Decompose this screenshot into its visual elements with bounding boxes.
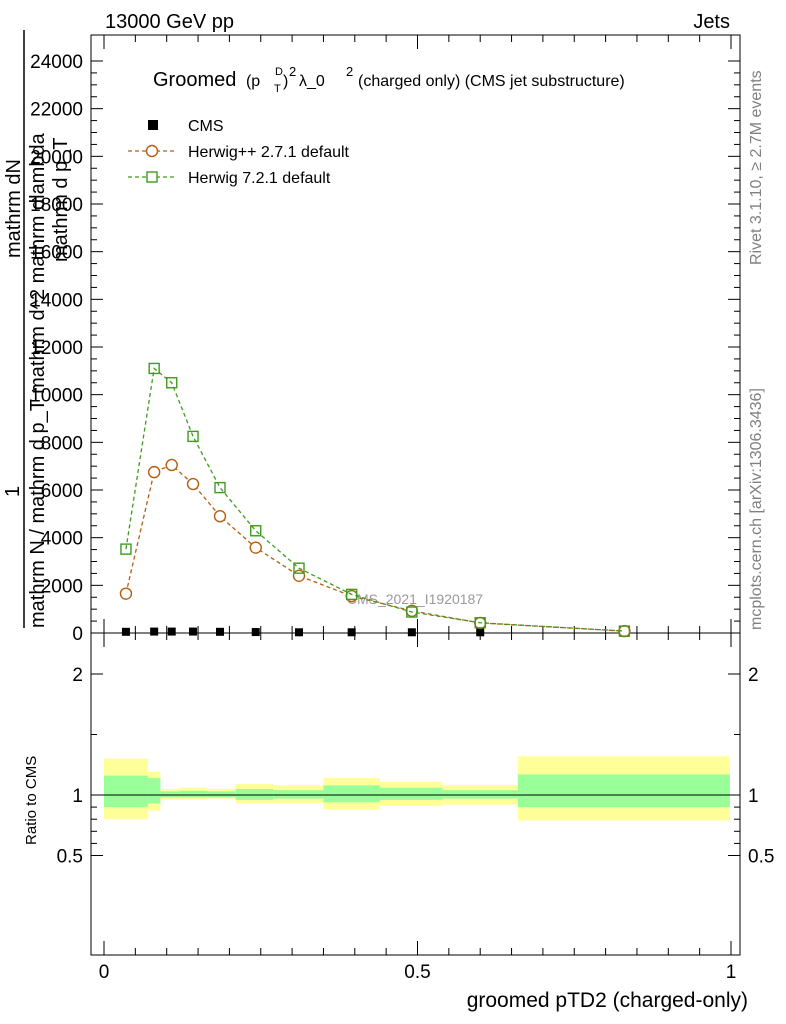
main-tick-label-7: 14000 bbox=[30, 290, 83, 311]
rivet-label: Rivet 3.1.10, ≥ 2.7M events bbox=[748, 70, 765, 265]
herwig7-point-9 bbox=[474, 617, 486, 629]
x-tick-label-0: 0 bbox=[99, 962, 110, 983]
herwig7-point-5 bbox=[250, 525, 262, 537]
ratio-tick-label-right-2: 2 bbox=[748, 665, 759, 686]
main-tick-label-1: 2000 bbox=[41, 576, 83, 597]
ratio-tick-label-1: 1 bbox=[72, 786, 83, 807]
header-energy: 13000 GeV pp bbox=[105, 11, 234, 33]
main-y-ticks: 0 2000 4000 6000 8000 10000 12000 14000 16000 180… bbox=[30, 52, 740, 645]
ratio-band-inner-3 bbox=[179, 790, 208, 798]
cms-point-9 bbox=[476, 628, 485, 637]
herwig7-point-10 bbox=[618, 625, 631, 637]
cms-point-5 bbox=[251, 628, 260, 637]
ratio-tick-label-right-1: 1 bbox=[748, 786, 759, 807]
ratio-band-inner-0 bbox=[104, 775, 148, 808]
ratio-tick-label-2: 2 bbox=[72, 665, 83, 686]
legend-label-2: Herwig 7.2.1 default bbox=[188, 170, 331, 187]
legend-label-0: CMS bbox=[188, 118, 224, 135]
series-line-2 bbox=[125, 367, 625, 632]
herwigpp-point-3 bbox=[186, 477, 200, 491]
main-tick-label-6: 12000 bbox=[30, 338, 83, 359]
ratio-bands bbox=[104, 756, 730, 821]
main-tick-label-3: 6000 bbox=[41, 481, 83, 502]
x-tick-label-1: 0.5 bbox=[404, 962, 430, 983]
x-axis-label: groomed pTD2 (charged-only) bbox=[467, 989, 748, 1012]
ratio-y-ticks: 0.5 0.5 1 1 2 2 bbox=[57, 665, 775, 868]
y-label-line-dn: mathrm dN bbox=[3, 159, 25, 258]
x-tick-label-2: 1 bbox=[726, 962, 737, 983]
herwig7-point-4 bbox=[214, 481, 226, 494]
herwig7-point-1 bbox=[148, 362, 160, 375]
y-label-line-denominator: mathrm N / mathrm d p_T mathrm d^2 mathr… bbox=[27, 132, 49, 628]
ratio-band-inner-9 bbox=[442, 790, 518, 799]
ratio-band-inner-4 bbox=[207, 791, 236, 798]
title-sup-2: 2 bbox=[289, 64, 296, 79]
title-lambda: λ_0 bbox=[299, 73, 325, 90]
main-tick-label-2: 4000 bbox=[41, 529, 83, 550]
herwig7-point-6 bbox=[293, 562, 305, 574]
cms-point-8 bbox=[407, 628, 416, 637]
main-tick-label-11: 22000 bbox=[30, 100, 83, 121]
legend-marker-herwigpp bbox=[145, 144, 159, 158]
cms-point-6 bbox=[294, 628, 303, 637]
cms-point-2 bbox=[167, 627, 176, 636]
herwig7-point-8 bbox=[406, 606, 418, 618]
title-sub-t: T bbox=[274, 83, 281, 95]
ratio-band-inner-2 bbox=[160, 791, 180, 798]
ratio-band-inner-5 bbox=[235, 788, 274, 800]
legend-marker-cms bbox=[148, 120, 158, 130]
ratio-tick-label-right-0: 0.5 bbox=[748, 847, 774, 868]
title-sup-d: D bbox=[275, 66, 283, 78]
title-sup-2b: 2 bbox=[346, 64, 353, 79]
plot-title: Groomed (p D T ) 2 λ_0 2 (charged only) … bbox=[153, 64, 625, 95]
ratio-band-inner-7 bbox=[323, 785, 380, 803]
herwigpp-point-1 bbox=[147, 465, 161, 479]
y-label-line-one: 1 bbox=[2, 486, 24, 497]
cms-point-0 bbox=[121, 627, 130, 636]
main-tick-label-12: 24000 bbox=[30, 52, 83, 73]
legend-marker-herwig7 bbox=[146, 171, 158, 183]
cms-point-4 bbox=[215, 627, 224, 636]
title-suffix: (charged only) (CMS jet substructure) bbox=[358, 73, 625, 90]
herwig7-point-0 bbox=[120, 543, 132, 555]
herwigpp-point-5 bbox=[249, 541, 262, 554]
cms-point-3 bbox=[189, 627, 198, 636]
main-tick-label-0: 0 bbox=[72, 624, 83, 645]
ratio-band-inner-10 bbox=[517, 774, 730, 808]
title-prefix: Groomed bbox=[153, 69, 236, 91]
series-layer bbox=[119, 362, 631, 638]
ratio-band-inner-8 bbox=[379, 787, 443, 800]
ratio-band-inner-6 bbox=[273, 790, 324, 799]
x-ticks: 0 0.5 1 bbox=[99, 35, 737, 983]
herwigpp-point-0 bbox=[119, 587, 133, 600]
main-tick-label-5: 10000 bbox=[30, 386, 83, 407]
header-jets: Jets bbox=[693, 11, 730, 33]
ratio-band-inner-1 bbox=[147, 778, 161, 804]
svg-text:Groomed (p: Groomed (p bbox=[153, 69, 260, 91]
analysis-watermark: CMS_2021_I1920187 bbox=[347, 591, 483, 607]
title-close: ) bbox=[283, 73, 288, 90]
herwigpp-point-6 bbox=[292, 569, 306, 582]
legend-label-1: Herwig++ 2.7.1 default bbox=[188, 144, 350, 161]
main-tick-label-4: 8000 bbox=[41, 433, 83, 454]
main-tick-label-10: 20000 bbox=[30, 147, 83, 168]
herwigpp-point-2 bbox=[165, 458, 178, 472]
y-label-line-pt: mathrm d p_T bbox=[50, 138, 72, 262]
herwigpp-point-4 bbox=[213, 510, 227, 523]
main-tick-label-9: 18000 bbox=[30, 195, 83, 216]
y-axis-label-main: mathrm dN 1 mathrm N / mathrm d p_T math… bbox=[2, 30, 72, 628]
ratio-tick-label-0: 0.5 bbox=[57, 847, 83, 868]
legend: CMS Herwig++ 2.7.1 default Herwig 7.2.1 de… bbox=[128, 118, 350, 187]
herwig7-point-7 bbox=[345, 588, 358, 601]
herwig7-point-3 bbox=[187, 430, 199, 443]
ratio-y-label: Ratio to CMS bbox=[23, 756, 40, 845]
herwig7-point-2 bbox=[166, 377, 178, 389]
mcplots-label: mcplots.cern.ch [arXiv:1306.3436] bbox=[748, 388, 765, 630]
cms-point-1 bbox=[150, 627, 159, 636]
cms-point-7 bbox=[347, 628, 356, 637]
main-tick-label-8: 16000 bbox=[30, 243, 83, 264]
title-p: (p bbox=[246, 73, 260, 90]
